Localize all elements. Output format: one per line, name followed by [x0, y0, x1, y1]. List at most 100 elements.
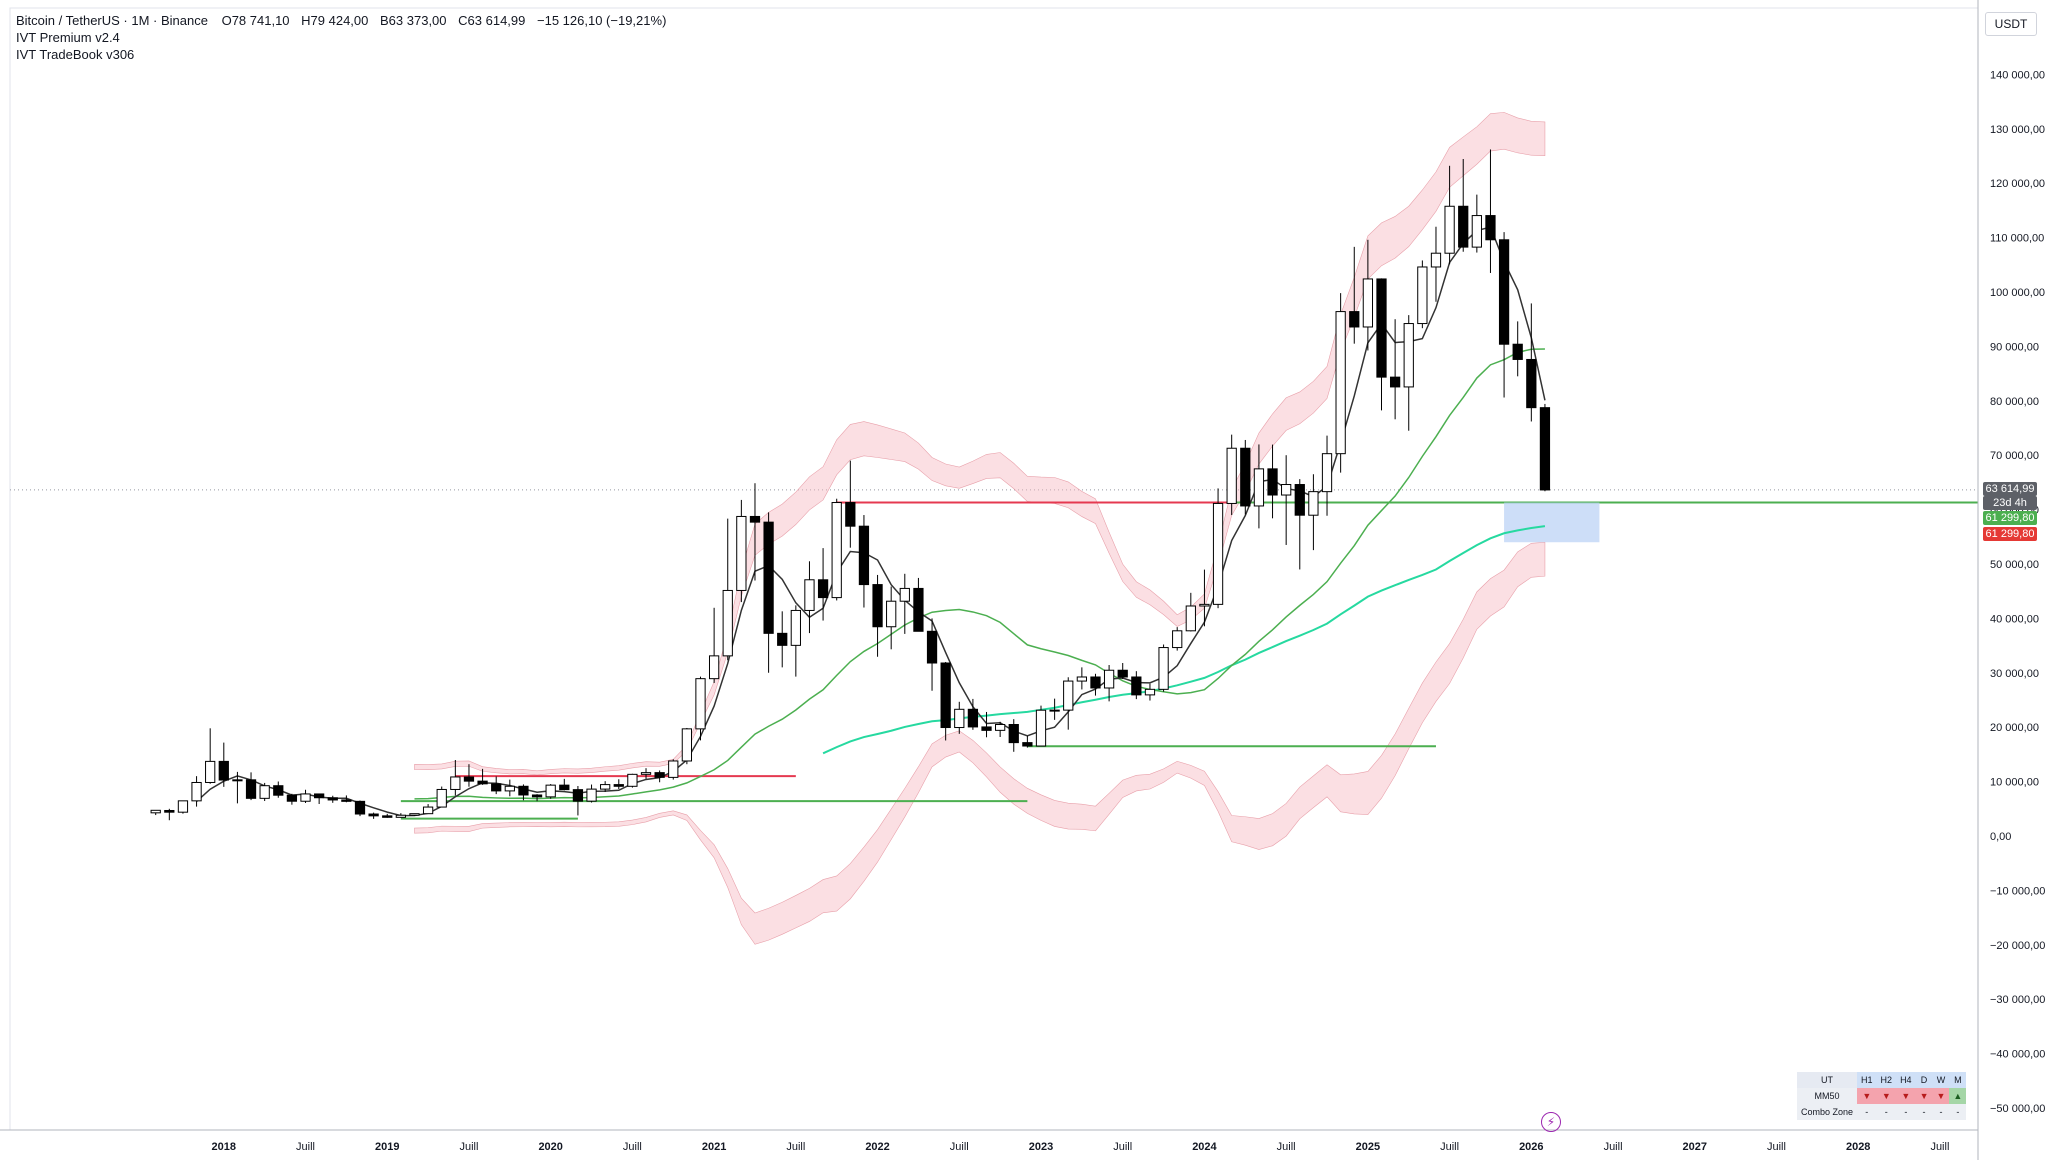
combo-cell: -	[1939, 1107, 1943, 1117]
candle-body	[1349, 311, 1360, 328]
candle	[327, 795, 338, 803]
candle-body	[1430, 252, 1442, 268]
candle-body	[286, 794, 298, 802]
candle-body	[613, 784, 624, 787]
candle	[600, 781, 611, 792]
candle	[1103, 665, 1115, 702]
time-tick-label: Juill	[459, 1141, 478, 1153]
candle-body	[1539, 407, 1551, 491]
candle-body	[1008, 724, 1019, 744]
candle	[872, 574, 883, 657]
candle	[954, 701, 965, 734]
candle-body	[913, 587, 924, 632]
price-tick-label: −40 000,00	[1990, 1049, 2045, 1061]
candle	[1035, 705, 1047, 747]
candle	[640, 768, 652, 779]
table-header: H2	[1876, 1072, 1897, 1088]
target-zone	[1504, 502, 1600, 543]
candle-body	[341, 799, 352, 802]
candle	[1144, 683, 1156, 701]
candle-body	[1022, 742, 1033, 747]
trend-cell: ▼	[1896, 1088, 1916, 1104]
candle	[395, 813, 406, 818]
candle	[191, 776, 202, 807]
candle-body	[1185, 605, 1196, 632]
candle	[341, 795, 352, 803]
candle-body	[654, 772, 665, 778]
candle	[1349, 246, 1360, 344]
candle-body	[382, 815, 393, 818]
symbol-label[interactable]: Bitcoin / TetherUS · 1M · Binance	[16, 13, 208, 28]
indicator-tradebook[interactable]: IVT TradeBook v306	[16, 47, 135, 62]
candle-body	[1117, 669, 1128, 678]
candle	[845, 460, 856, 548]
countdown-tag: 23d 4h	[1983, 496, 2037, 510]
candle	[668, 759, 679, 780]
candle-body	[1498, 239, 1510, 345]
candle-body	[395, 814, 406, 818]
plot-frame	[9, 7, 1979, 1131]
candle	[817, 548, 829, 621]
time-tick-label: Juill	[623, 1141, 642, 1153]
row-label: MM50	[1814, 1091, 1840, 1101]
time-tick-label: 2025	[1356, 1141, 1380, 1153]
candle	[1281, 455, 1292, 545]
candle	[1212, 488, 1224, 609]
low-value: B63 373,00	[380, 13, 447, 28]
candle-body	[368, 813, 379, 817]
candle	[259, 782, 270, 802]
candle	[926, 618, 938, 691]
candle-body	[954, 708, 965, 729]
trend-cell: ▼	[1857, 1088, 1877, 1104]
price-tick-label: 70 000,00	[1990, 450, 2039, 462]
candle	[559, 778, 570, 791]
combo-cell: -	[1922, 1107, 1926, 1117]
candle	[708, 607, 720, 683]
table-header: H1	[1857, 1072, 1877, 1088]
candle	[1308, 474, 1319, 551]
candle-body	[995, 724, 1006, 731]
candle	[354, 800, 366, 817]
candle	[981, 711, 992, 738]
candle	[695, 676, 706, 741]
price-tick-label: 80 000,00	[1990, 396, 2039, 408]
candle	[436, 786, 447, 808]
candle	[1294, 479, 1305, 570]
candle	[177, 800, 189, 814]
candle-body	[1144, 688, 1156, 696]
candle	[1389, 319, 1401, 420]
candle	[150, 809, 161, 816]
candle-body	[1458, 205, 1469, 248]
candle-body	[477, 780, 488, 785]
candle	[940, 661, 951, 741]
candle	[232, 771, 243, 804]
time-tick-label: 2019	[375, 1141, 399, 1153]
candle	[790, 605, 801, 677]
candle	[763, 512, 774, 673]
candle	[504, 779, 515, 797]
candle-body	[1240, 447, 1251, 507]
candle	[531, 794, 543, 802]
candle-layer	[150, 149, 1551, 821]
candle-body	[1212, 502, 1224, 605]
time-tick-label: 2022	[865, 1141, 889, 1153]
candle-body	[1103, 669, 1115, 689]
candle-body	[1267, 468, 1278, 496]
candle	[572, 786, 584, 816]
candle-body	[518, 785, 529, 796]
candle-body	[967, 708, 979, 728]
trend-cell: ▲	[1949, 1088, 1967, 1104]
candle-body	[1158, 647, 1169, 690]
candle	[245, 772, 257, 801]
candle-body	[436, 788, 447, 808]
currency-unit-button[interactable]: USDT	[1985, 12, 2037, 36]
time-tick-label: Juill	[1113, 1141, 1132, 1153]
flash-icon[interactable]: ⚡	[1541, 1112, 1561, 1132]
trend-cell: ▼	[1932, 1088, 1950, 1104]
candle-body	[763, 521, 774, 634]
indicator-premium[interactable]: IVT Premium v2.4	[16, 30, 120, 45]
candle-body	[572, 789, 584, 802]
candle-body	[259, 785, 270, 799]
table-header-row: UT H1 H2 H4 D W M	[1797, 1072, 1967, 1088]
